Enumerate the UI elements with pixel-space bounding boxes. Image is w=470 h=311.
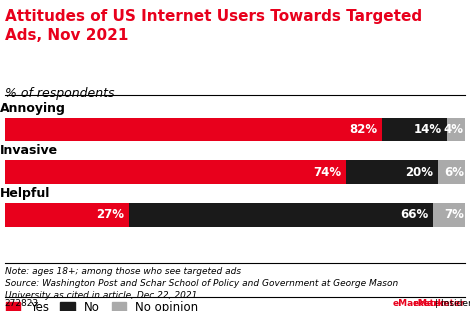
Text: % of respondents: % of respondents (5, 87, 114, 100)
Text: 20%: 20% (405, 166, 433, 179)
Bar (5, 118, 383, 141)
Text: 14%: 14% (414, 123, 442, 136)
Text: | InsiderIntelligence.com: | InsiderIntelligence.com (392, 299, 470, 308)
Bar (447, 118, 465, 141)
Bar (5, 160, 345, 184)
Text: Attitudes of US Internet Users Towards Targeted
Ads, Nov 2021: Attitudes of US Internet Users Towards T… (5, 9, 422, 43)
Bar (433, 203, 465, 227)
Text: 7%: 7% (444, 208, 464, 221)
Text: 4%: 4% (444, 123, 464, 136)
Text: Invasive: Invasive (0, 145, 58, 157)
Bar (5, 203, 129, 227)
Text: eMarketer: eMarketer (392, 299, 445, 308)
Text: Helpful: Helpful (0, 187, 50, 200)
Text: Note: ages 18+; among those who see targeted ads
Source: Washington Post and Sch: Note: ages 18+; among those who see targ… (5, 267, 398, 300)
Text: 272823: 272823 (5, 299, 39, 308)
Text: eMarketer: eMarketer (413, 299, 465, 308)
Text: 82%: 82% (350, 123, 378, 136)
Text: 6%: 6% (444, 166, 464, 179)
Legend: Yes, No, No opinion: Yes, No, No opinion (6, 301, 198, 311)
Text: Annoying: Annoying (0, 102, 66, 115)
Bar (438, 160, 465, 184)
Bar (345, 160, 438, 184)
Bar (129, 203, 433, 227)
Text: 74%: 74% (313, 166, 341, 179)
Text: 66%: 66% (400, 208, 429, 221)
Text: 27%: 27% (96, 208, 125, 221)
Bar (383, 118, 447, 141)
